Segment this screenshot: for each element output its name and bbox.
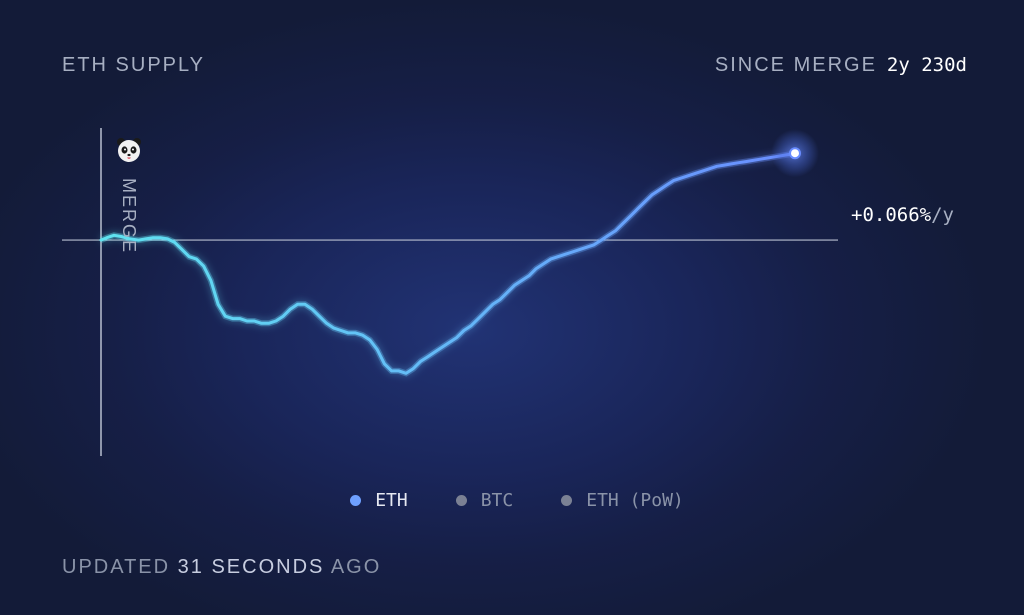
chart-title: ETH SUPPLY [62,54,205,76]
merge-label: MERGE [119,178,139,255]
updated-status: UPDATED 31 SECONDS AGO [62,556,381,579]
updated-number: 31 [177,556,204,578]
annual-rate-unit: /y [931,204,954,226]
since-merge: SINCE MERGE 2y 230d [715,54,967,77]
legend-item-btc[interactable]: BTC [455,490,514,511]
since-merge-value: 2y 230d [886,54,967,76]
updated-unit: SECONDS [211,556,325,578]
updated-prefix: UPDATED [62,556,171,578]
legend-item-eth[interactable]: ETH [350,490,408,511]
legend-label-eth: ETH [375,490,408,511]
annual-rate-value: +0.066% [851,204,932,226]
legend-item-eth-pow[interactable]: ETH (PoW) [561,490,684,511]
annual-rate: +0.066%/y [851,204,954,226]
eth-supply-line-glow [99,150,796,377]
panda-icon [117,138,141,162]
legend-dot-btc [455,495,467,506]
updated-suffix: AGO [330,556,382,578]
current-point-dot [789,147,801,160]
legend-dot-eth-pow [561,495,573,506]
since-merge-label: SINCE MERGE [714,54,877,76]
chart-legend: ETH BTC ETH (PoW) [0,490,1024,511]
legend-dot-eth [350,495,362,506]
legend-label-btc: BTC [480,490,514,511]
legend-label-eth-pow: ETH (PoW) [586,490,684,511]
eth-supply-line [99,151,797,375]
